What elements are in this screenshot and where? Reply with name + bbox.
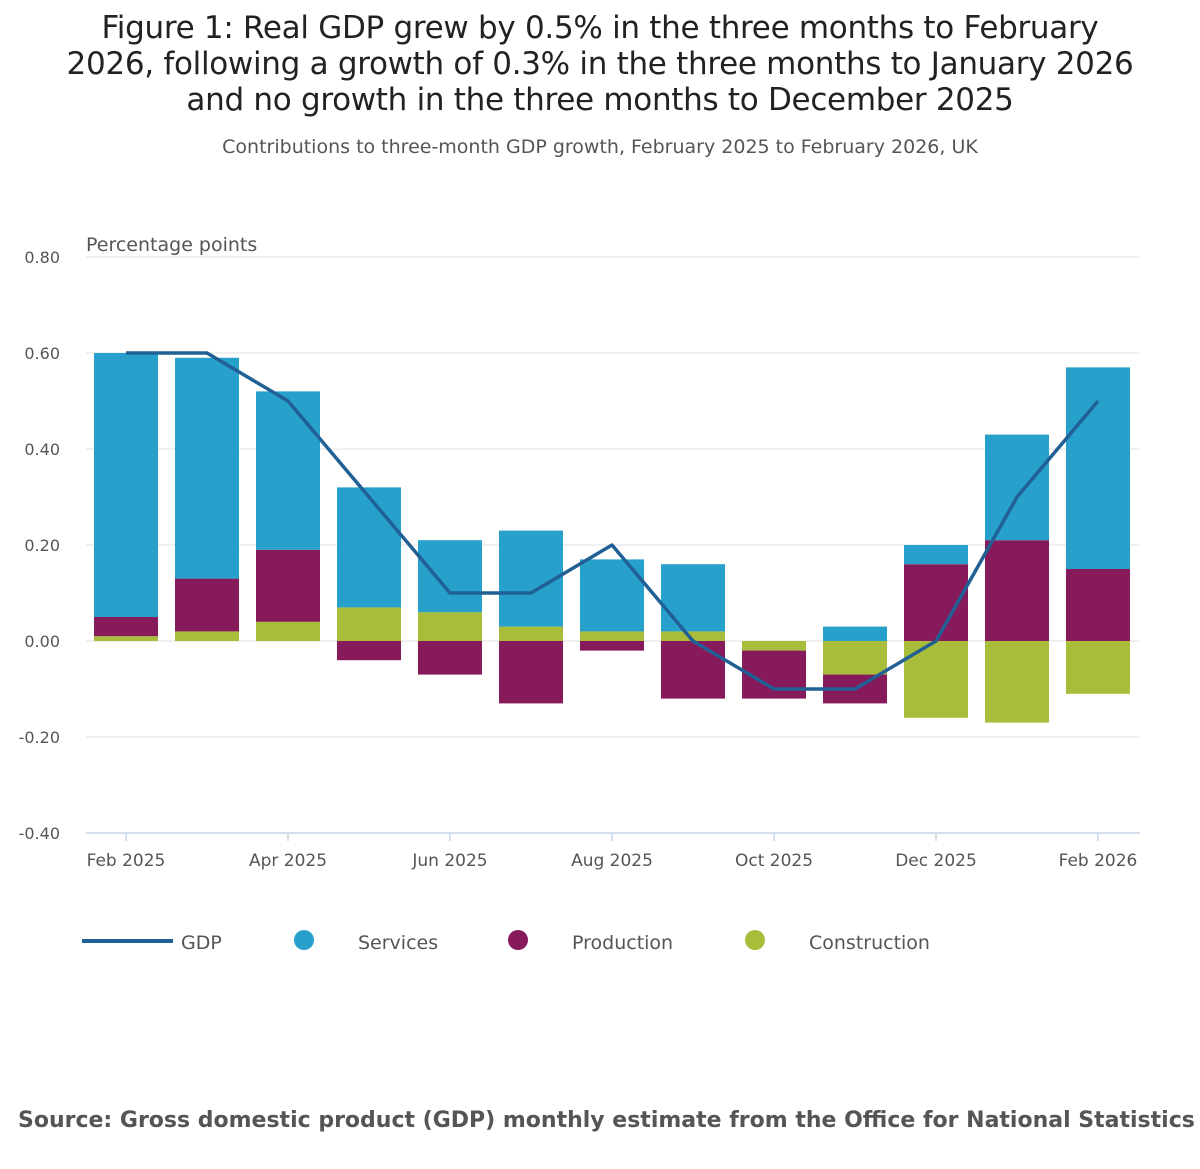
legend-services-swatch bbox=[294, 930, 314, 950]
legend-label: Services bbox=[358, 932, 438, 954]
bar-production bbox=[337, 641, 401, 661]
bar-production bbox=[256, 549, 320, 622]
x-tick-label: Jun 2025 bbox=[411, 851, 487, 871]
bar-construction bbox=[499, 626, 563, 641]
bar-construction bbox=[580, 631, 644, 641]
bar-construction bbox=[175, 631, 239, 641]
bar-construction bbox=[94, 636, 158, 641]
bar-construction bbox=[418, 612, 482, 641]
bar-services bbox=[94, 353, 158, 617]
bar-construction bbox=[742, 641, 806, 651]
legend-label: GDP bbox=[181, 932, 222, 954]
legend-label: Production bbox=[572, 932, 673, 954]
y-tick-label: -0.20 bbox=[19, 728, 60, 747]
bar-construction bbox=[1066, 641, 1130, 694]
bar-services bbox=[661, 564, 725, 632]
chart-source: Source: Gross domestic product (GDP) mon… bbox=[18, 1108, 1195, 1133]
y-tick-label: 0.00 bbox=[24, 632, 60, 651]
bar-production bbox=[580, 641, 644, 651]
bar-services bbox=[256, 391, 320, 550]
bar-production bbox=[1066, 569, 1130, 641]
legend-label: Construction bbox=[809, 932, 930, 954]
x-tick-label: Oct 2025 bbox=[735, 851, 813, 871]
x-tick-label: Aug 2025 bbox=[571, 851, 653, 871]
bar-production bbox=[985, 540, 1049, 641]
x-tick-label: Feb 2025 bbox=[87, 851, 166, 871]
y-tick-label: 0.40 bbox=[24, 440, 60, 459]
chart-subtitle: Contributions to three-month GDP growth,… bbox=[222, 136, 978, 158]
bar-production bbox=[661, 641, 725, 699]
bar-services bbox=[904, 545, 968, 565]
bar-construction bbox=[985, 641, 1049, 723]
bar-services bbox=[337, 487, 401, 608]
x-tick-label: Feb 2026 bbox=[1059, 851, 1138, 871]
bar-construction bbox=[823, 641, 887, 675]
y-tick-label: -0.40 bbox=[19, 824, 60, 843]
y-tick-label: 0.60 bbox=[24, 344, 60, 363]
bar-production bbox=[418, 641, 482, 675]
bar-production bbox=[175, 578, 239, 632]
y-axis-label: Percentage points bbox=[86, 234, 257, 256]
bar-production bbox=[499, 641, 563, 704]
bar-services bbox=[418, 540, 482, 613]
y-tick-label: 0.20 bbox=[24, 536, 60, 555]
bar-construction bbox=[256, 621, 320, 641]
bar-services bbox=[985, 434, 1049, 541]
legend-construction-swatch bbox=[745, 930, 765, 950]
x-tick-label: Dec 2025 bbox=[895, 851, 977, 871]
bar-services bbox=[1066, 367, 1130, 569]
bar-services bbox=[823, 626, 887, 641]
gdp-line bbox=[126, 351, 1100, 691]
chart-title: Figure 1: Real GDP grew by 0.5% in the t… bbox=[66, 10, 1134, 118]
x-tick-label: Apr 2025 bbox=[249, 851, 327, 871]
bar-production bbox=[94, 617, 158, 637]
y-tick-label: 0.80 bbox=[24, 248, 60, 267]
bar-construction bbox=[337, 607, 401, 641]
bar-services bbox=[175, 357, 239, 579]
bar-construction bbox=[661, 631, 725, 641]
legend-production-swatch bbox=[508, 930, 528, 950]
